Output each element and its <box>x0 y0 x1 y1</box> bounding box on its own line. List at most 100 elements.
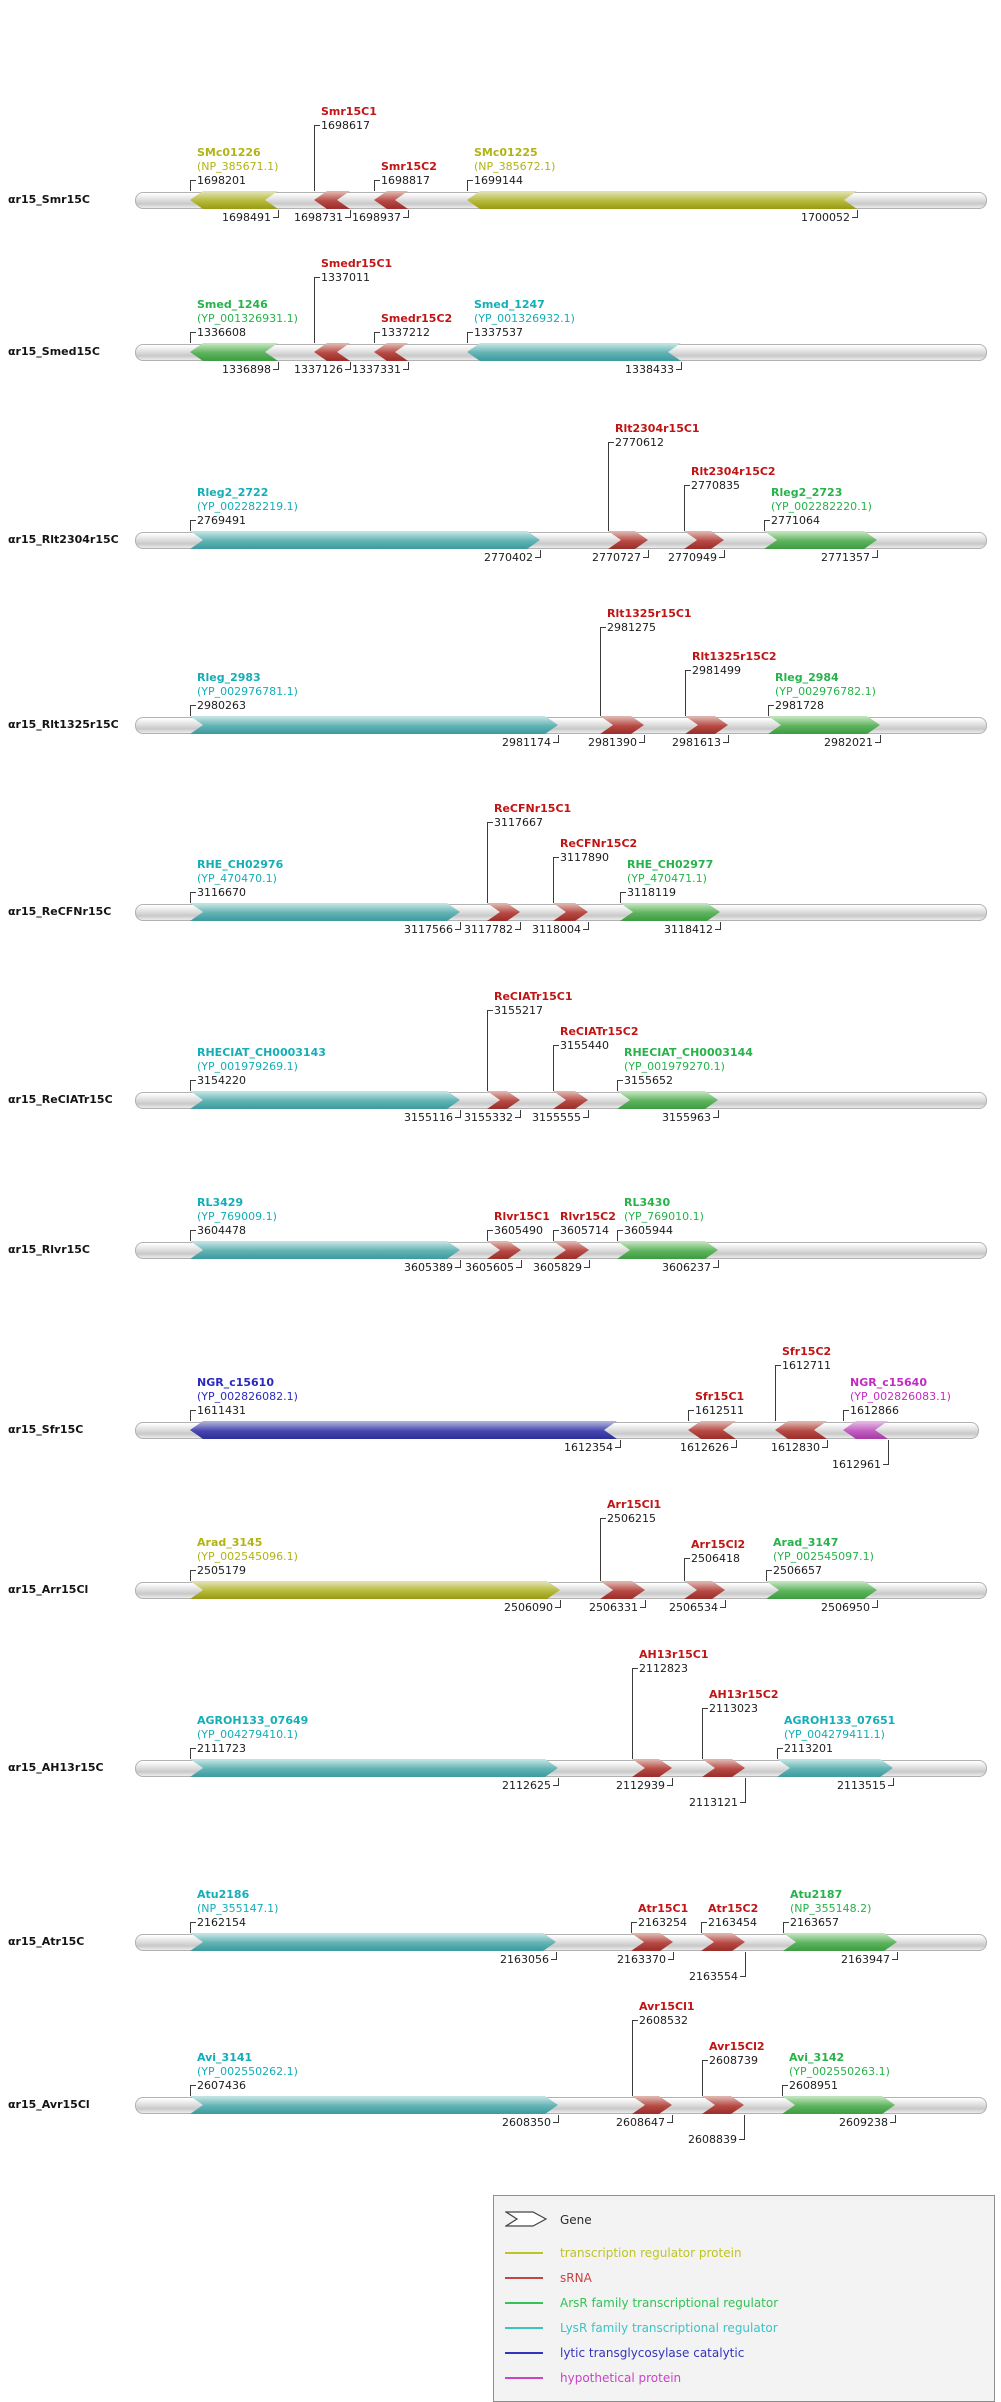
end-coordinate-tick <box>890 2115 896 2123</box>
gene-name-label: ReCIATr15C2 <box>560 1025 639 1038</box>
start-coordinate-tick <box>620 892 626 903</box>
gene-accession-label: (YP_001979270.1) <box>624 1060 725 1073</box>
gene-name-label: AH13r15C1 <box>639 1648 709 1661</box>
gene-name-label: Smr15C1 <box>321 105 377 118</box>
start-coordinate: 3116670 <box>197 886 246 899</box>
end-coordinate-tick <box>640 1600 646 1608</box>
start-coordinate-tick <box>685 670 691 716</box>
end-coordinate-tick <box>872 550 878 558</box>
flanking-gene-arrow <box>766 1581 877 1599</box>
end-coordinate-tick <box>345 210 351 218</box>
end-coordinate: 1336898 <box>222 363 271 376</box>
flanking-gene-arrow <box>190 2096 558 2114</box>
gene-name-label: Rlt1325r15C2 <box>692 650 777 663</box>
srna-gene-arrow <box>487 903 520 921</box>
end-coordinate-tick <box>740 1952 746 1977</box>
locus-row-label: αr15_ReCIATr15C <box>8 1093 113 1106</box>
end-coordinate-tick <box>723 735 729 743</box>
end-coordinate: 2771357 <box>821 551 870 564</box>
srna-gene-arrow <box>684 531 724 549</box>
srna-gene-arrow <box>374 191 408 209</box>
start-coordinate: 2770612 <box>615 436 664 449</box>
start-coordinate-tick <box>688 1410 694 1421</box>
start-coordinate: 3604478 <box>197 1224 246 1237</box>
end-coordinate-tick <box>584 1260 590 1268</box>
flanking-gene-arrow <box>190 1241 460 1259</box>
start-coordinate-tick <box>487 822 493 903</box>
start-coordinate-tick <box>190 1410 196 1421</box>
end-coordinate-tick <box>583 922 589 930</box>
srna-gene-arrow <box>632 2096 672 2114</box>
start-coordinate-tick <box>190 520 196 531</box>
end-coordinate-tick <box>403 362 409 370</box>
start-coordinate: 2113023 <box>709 1702 758 1715</box>
gene-name-label: Smedr15C1 <box>321 257 393 270</box>
end-coordinate-tick <box>455 1260 461 1268</box>
legend-color-line-icon <box>505 2352 543 2354</box>
start-coordinate-tick <box>764 520 770 531</box>
start-coordinate: 3155440 <box>560 1039 609 1052</box>
gene-accession-label: (YP_769009.1) <box>197 1210 277 1223</box>
start-coordinate: 2163254 <box>638 1916 687 1929</box>
gene-name-label: Smr15C2 <box>381 160 437 173</box>
gene-name-label: Sfr15C2 <box>782 1345 832 1358</box>
start-coordinate-tick <box>467 180 473 191</box>
end-coordinate: 2506090 <box>504 1601 553 1614</box>
start-coordinate: 2608739 <box>709 2054 758 2067</box>
legend-color-line-icon <box>505 2302 543 2304</box>
end-coordinate: 3155555 <box>532 1111 581 1124</box>
legend-color-line-icon <box>505 2252 543 2254</box>
end-coordinate: 1700052 <box>801 211 850 224</box>
srna-gene-arrow <box>688 1421 736 1439</box>
flanking-gene-arrow <box>190 1421 617 1439</box>
end-coordinate: 3155963 <box>662 1111 711 1124</box>
legend-item-label: transcription regulator protein <box>560 2246 742 2260</box>
start-coordinate: 1337537 <box>474 326 523 339</box>
gene-accession-label: (YP_001326932.1) <box>474 312 575 325</box>
start-coordinate-tick <box>600 1518 606 1581</box>
start-coordinate-tick <box>617 1080 623 1091</box>
gene-name-label: SMc01226 <box>197 146 261 159</box>
end-coordinate: 1337331 <box>352 363 401 376</box>
legend-item-label: lytic transglycosylase catalytic <box>560 2346 745 2360</box>
end-coordinate: 1698491 <box>222 211 271 224</box>
legend-item-label: LysR family transcriptional regulator <box>560 2321 778 2335</box>
gene-name-label: AGROH133_07649 <box>197 1714 309 1727</box>
srna-gene-arrow <box>600 1581 645 1599</box>
start-coordinate: 3605714 <box>560 1224 609 1237</box>
end-coordinate: 2609238 <box>839 2116 888 2129</box>
start-coordinate: 1611431 <box>197 1404 246 1417</box>
gene-name-label: Atr15C2 <box>708 1902 759 1915</box>
gene-accession-label: (YP_004279411.1) <box>784 1728 885 1741</box>
start-coordinate: 3117667 <box>494 816 543 829</box>
start-coordinate-tick <box>702 2060 708 2096</box>
start-coordinate-tick <box>314 125 320 191</box>
gene-accession-label: (YP_470471.1) <box>627 872 707 885</box>
locus-row-label: αr15_Smed15C <box>8 345 100 358</box>
end-coordinate: 2112939 <box>616 1779 665 1792</box>
end-coordinate-tick <box>535 550 541 558</box>
end-coordinate: 2981390 <box>588 736 637 749</box>
end-coordinate-tick <box>883 1440 889 1465</box>
gene-name-label: ReCIATr15C1 <box>494 990 573 1003</box>
start-coordinate-tick <box>190 1080 196 1091</box>
start-coordinate: 2980263 <box>197 699 246 712</box>
start-coordinate: 1336608 <box>197 326 246 339</box>
end-coordinate-tick <box>888 1778 894 1786</box>
end-coordinate-tick <box>515 922 521 930</box>
flanking-gene-arrow <box>782 2096 895 2114</box>
srna-gene-arrow <box>702 2096 744 2114</box>
legend-color-line-icon <box>505 2327 543 2329</box>
end-coordinate-tick <box>553 735 559 743</box>
start-coordinate: 1612711 <box>782 1359 831 1372</box>
gene-name-label: Smedr15C2 <box>381 312 453 325</box>
locus-row-label: αr15_Rlt1325r15C <box>8 718 119 731</box>
end-coordinate-tick <box>676 362 682 370</box>
start-coordinate-tick <box>632 1668 638 1759</box>
end-coordinate: 3605389 <box>404 1261 453 1274</box>
start-coordinate-tick <box>777 1748 783 1759</box>
end-coordinate: 2770727 <box>592 551 641 564</box>
gene-accession-label: (YP_002550262.1) <box>197 2065 298 2078</box>
start-coordinate: 2112823 <box>639 1662 688 1675</box>
